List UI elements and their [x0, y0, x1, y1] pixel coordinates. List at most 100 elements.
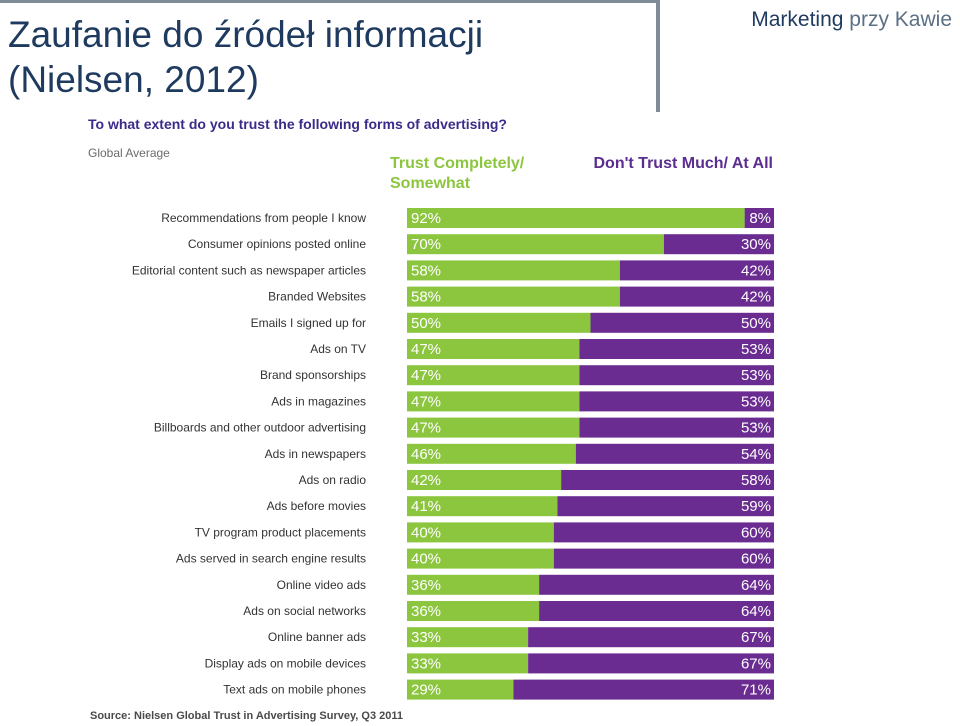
value-label-trust: 42%	[411, 472, 441, 489]
bar-trust	[407, 574, 540, 595]
bar-trust	[407, 443, 576, 464]
slide-title-line-1: Zaufanie do źródeł informacji	[8, 14, 484, 55]
value-label-distrust: 53%	[741, 341, 771, 358]
bar-distrust	[539, 601, 774, 621]
bar-distrust	[579, 391, 774, 412]
chart-panel: To what extent do you trust the followin…	[80, 112, 800, 726]
value-label-trust: 33%	[411, 655, 441, 672]
category-label: Ads on TV	[310, 342, 366, 356]
bar-trust	[407, 312, 591, 333]
bar-trust	[407, 234, 664, 255]
category-label: Emails I signed up for	[251, 316, 366, 330]
category-label: Billboards and other outdoor advertising	[154, 421, 366, 435]
bar-trust	[407, 601, 540, 621]
category-label: Branded Websites	[268, 290, 366, 304]
bar-distrust	[513, 679, 774, 700]
category-label: Consumer opinions posted online	[188, 237, 366, 251]
category-label: Editorial content such as newspaper arti…	[132, 263, 366, 277]
bar-trust	[407, 391, 580, 412]
value-label-distrust: 53%	[741, 420, 771, 437]
chart-subtitle: Global Average	[88, 146, 170, 160]
category-label: Ads in newspapers	[265, 447, 366, 461]
value-label-distrust: 54%	[741, 446, 771, 463]
slide-top-rule	[0, 0, 656, 3]
chart-source: Source: Nielsen Global Trust in Advertis…	[90, 710, 403, 722]
legend-distrust: Don't Trust Much/ At All	[593, 155, 774, 172]
category-label: Online banner ads	[268, 630, 366, 644]
value-label-trust: 41%	[411, 498, 441, 515]
stacked-bar-chart: Recommendations from people I know 92% 8% C…	[132, 208, 774, 700]
bar-distrust	[575, 443, 774, 464]
value-label-distrust: 60%	[741, 524, 771, 541]
value-label-trust: 47%	[411, 420, 441, 437]
bar-distrust	[528, 653, 774, 674]
value-label-distrust: 60%	[741, 551, 771, 568]
bar-distrust	[539, 574, 774, 595]
category-label: Display ads on mobile devices	[205, 656, 366, 670]
bar-trust	[407, 339, 580, 359]
value-label-distrust: 59%	[741, 498, 771, 515]
value-label-trust: 70%	[411, 236, 441, 253]
value-label-trust: 33%	[411, 629, 441, 646]
bar-trust	[407, 470, 562, 490]
category-label: Ads before movies	[267, 499, 366, 513]
bar-distrust	[579, 365, 774, 386]
value-label-distrust: 50%	[741, 315, 771, 332]
slide-title-line-2: (Nielsen, 2012)	[8, 59, 259, 100]
bar-distrust	[561, 470, 774, 490]
value-label-trust: 47%	[411, 341, 441, 358]
value-label-distrust: 8%	[749, 210, 771, 227]
brand-main: Marketing	[751, 8, 844, 31]
bar-distrust	[553, 548, 774, 569]
bar-trust	[407, 286, 620, 307]
slide-vertical-rule	[656, 0, 660, 132]
value-label-trust: 50%	[411, 315, 441, 332]
bar-distrust	[579, 417, 774, 438]
category-label: Text ads on mobile phones	[223, 683, 366, 697]
value-label-trust: 47%	[411, 367, 441, 384]
bar-distrust	[590, 312, 774, 333]
value-label-trust: 58%	[411, 289, 441, 306]
bar-trust	[407, 496, 558, 517]
slide-title: Zaufanie do źródeł informacji (Nielsen, …	[8, 12, 648, 102]
bar-trust	[407, 653, 529, 674]
bar-trust	[407, 548, 554, 569]
chart-title: To what extent do you trust the followin…	[88, 116, 507, 132]
category-label: Ads in magazines	[271, 394, 366, 408]
value-label-trust: 40%	[411, 524, 441, 541]
bar-distrust	[528, 627, 774, 648]
legend-trust: Trust Completely/ Somewhat	[390, 155, 525, 192]
value-label-trust: 46%	[411, 446, 441, 463]
category-label: Ads on social networks	[243, 604, 366, 618]
bar-distrust	[663, 234, 774, 255]
value-label-distrust: 53%	[741, 367, 771, 384]
bar-trust	[407, 208, 745, 228]
brand-rest: przy Kawie	[849, 8, 952, 31]
bar-trust	[407, 365, 580, 386]
value-label-distrust: 67%	[741, 655, 771, 672]
bar-distrust	[553, 522, 774, 543]
bar-distrust	[579, 339, 774, 359]
value-label-trust: 92%	[411, 210, 441, 227]
category-label: Recommendations from people I know	[161, 211, 366, 225]
bar-distrust	[557, 496, 774, 517]
value-label-trust: 58%	[411, 262, 441, 279]
bar-trust	[407, 417, 580, 438]
brand-label: Marketing przy Kawie	[751, 8, 952, 32]
value-label-distrust: 30%	[741, 236, 771, 253]
bar-distrust	[619, 260, 774, 281]
value-label-distrust: 67%	[741, 629, 771, 646]
bar-distrust	[744, 208, 774, 228]
category-label: TV program product placements	[195, 525, 366, 539]
bar-trust	[407, 260, 620, 281]
value-label-distrust: 64%	[741, 603, 771, 620]
category-label: Online video ads	[277, 578, 366, 592]
bar-trust	[407, 627, 529, 648]
value-label-trust: 29%	[411, 682, 441, 699]
value-label-trust: 36%	[411, 577, 441, 594]
category-label: Brand sponsorships	[260, 368, 366, 382]
category-label: Ads served in search engine results	[176, 552, 366, 566]
value-label-trust: 40%	[411, 551, 441, 568]
value-label-distrust: 64%	[741, 577, 771, 594]
value-label-distrust: 42%	[741, 289, 771, 306]
